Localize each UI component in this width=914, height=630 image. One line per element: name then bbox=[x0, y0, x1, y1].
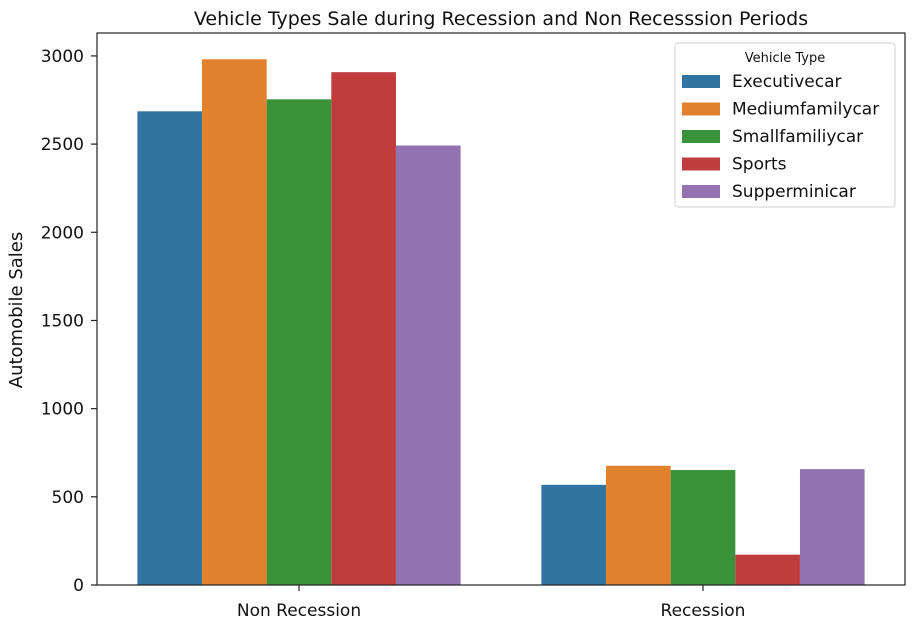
y-tick-label: 2500 bbox=[41, 135, 84, 155]
legend-title: Vehicle Type bbox=[745, 51, 825, 66]
bar-mediumfamilycar-recession bbox=[606, 465, 671, 585]
y-tick-label: 1000 bbox=[41, 400, 84, 420]
legend-box bbox=[674, 42, 896, 208]
axes: Non Recession Recession 0 500 1000 1500 2000 25… bbox=[41, 32, 906, 621]
legend-swatch-sports bbox=[682, 157, 720, 171]
y-tick-label: 500 bbox=[52, 488, 84, 508]
legend-label-sports: Sports bbox=[732, 155, 787, 175]
legend-swatch-smallfamiliycar bbox=[682, 130, 720, 143]
x-tick-label: Non Recession bbox=[237, 601, 361, 621]
legend-label-mediumfamilycar: Mediumfamilycar bbox=[732, 100, 879, 120]
y-tick-label: 0 bbox=[73, 576, 84, 596]
legend-swatch-supperminicar bbox=[682, 185, 720, 198]
legend-label-smallfamiliycar: Smallfamiliycar bbox=[732, 127, 863, 147]
legend: Vehicle Type Executivecar Mediumfamilycar S… bbox=[674, 42, 896, 208]
bar-mediumfamilycar-non-recession bbox=[202, 59, 267, 585]
x-tick-label: Recession bbox=[661, 601, 746, 621]
bar-smallfamiliycar-non-recession bbox=[266, 99, 332, 585]
legend-swatch-mediumfamilycar bbox=[682, 102, 720, 116]
bar-supperminicar-non-recession bbox=[395, 145, 461, 585]
y-axis-label: Automobile Sales bbox=[6, 232, 27, 388]
bar-executivecar-non-recession bbox=[137, 111, 203, 586]
y-tick-label: 3000 bbox=[41, 47, 84, 67]
bars bbox=[137, 59, 865, 586]
bar-smallfamiliycar-recession bbox=[670, 470, 736, 585]
chart-title: Vehicle Types Sale during Recession and … bbox=[194, 8, 808, 30]
bar-executivecar-recession bbox=[541, 484, 607, 585]
y-tick-label: 2000 bbox=[41, 223, 84, 243]
legend-label-supperminicar: Supperminicar bbox=[732, 182, 856, 202]
y-tick-label: 1500 bbox=[41, 311, 84, 331]
legend-label-executivecar: Executivecar bbox=[732, 72, 842, 92]
bar-sports-non-recession bbox=[331, 72, 396, 586]
legend-swatch-executivecar bbox=[682, 75, 720, 88]
bar-supperminicar-recession bbox=[799, 469, 865, 585]
plot-frame bbox=[96, 32, 906, 586]
bar-sports-recession bbox=[735, 554, 800, 585]
